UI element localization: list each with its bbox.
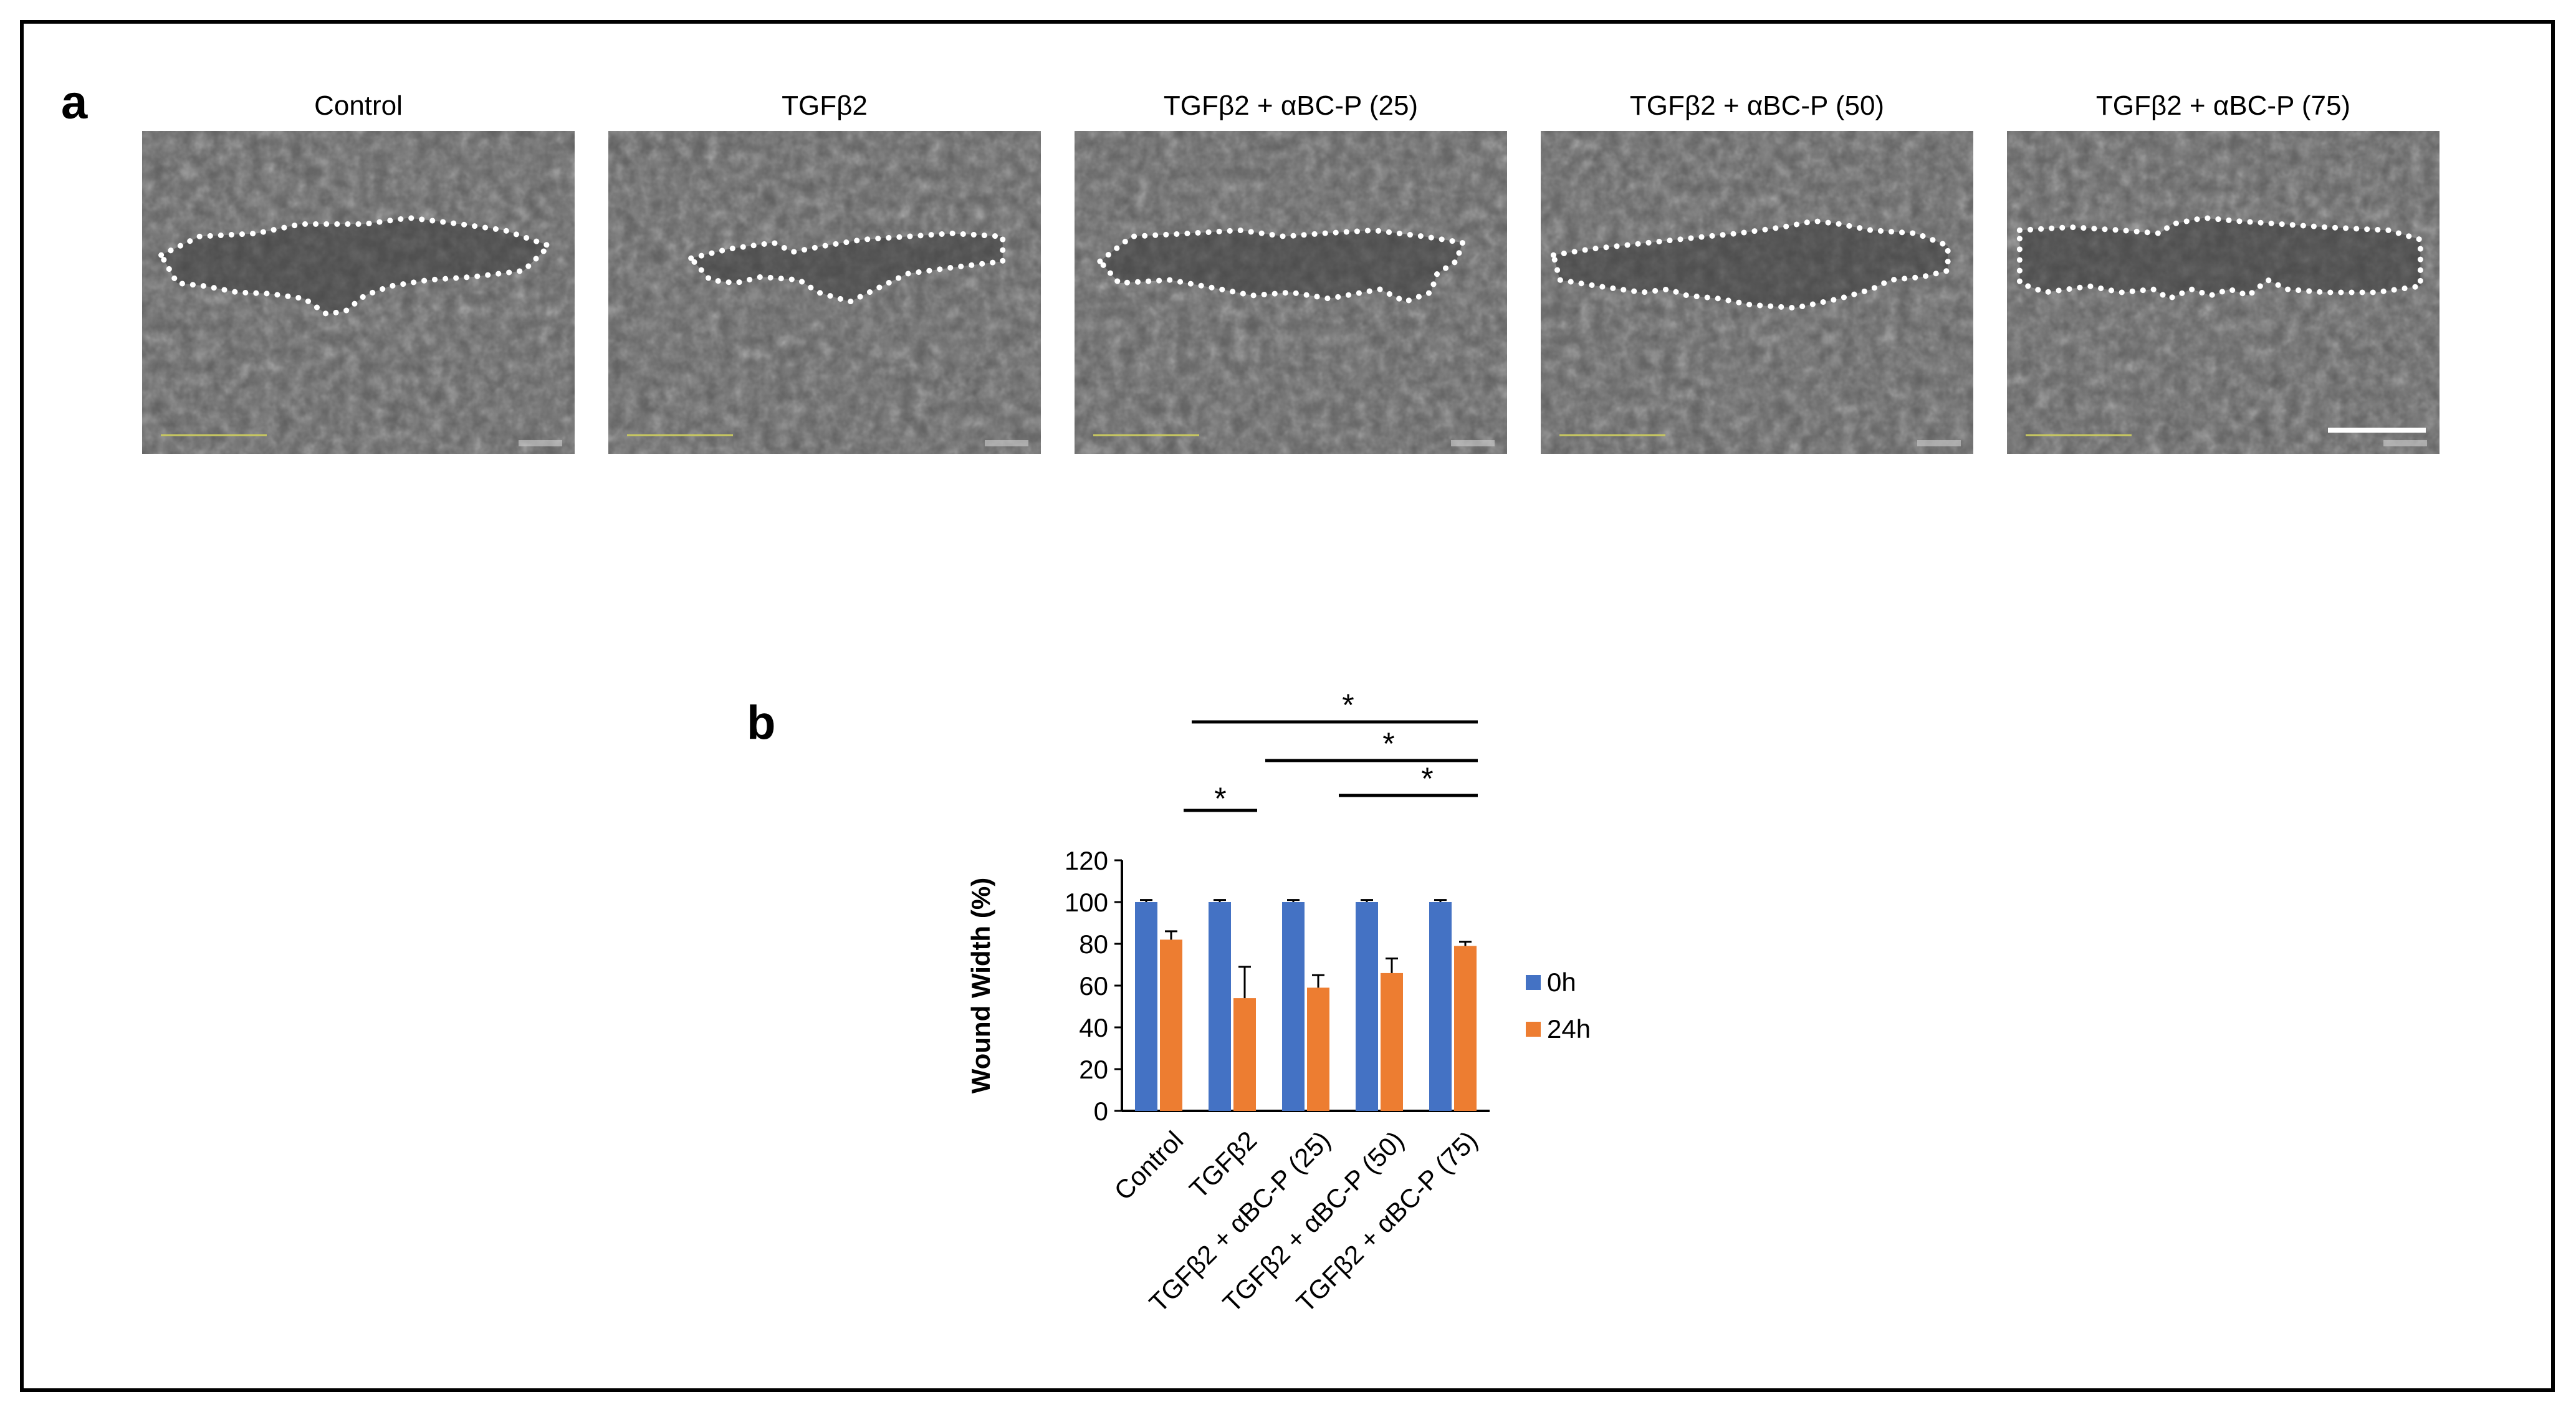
bar-0h bbox=[1209, 902, 1231, 1111]
wound-area bbox=[1553, 221, 1948, 308]
micrograph-panel: Control bbox=[142, 90, 575, 454]
significance-brackets: * * * * bbox=[1184, 688, 1478, 816]
y-tick-label: 20 bbox=[1079, 1055, 1108, 1084]
y-tick-label: 80 bbox=[1079, 929, 1108, 959]
significance-marker: * bbox=[1421, 761, 1433, 796]
timestamp-overlay bbox=[1917, 440, 1961, 446]
wound-area bbox=[161, 218, 550, 314]
bar-0h bbox=[1135, 902, 1157, 1111]
wound-area bbox=[691, 233, 1003, 302]
wound-area bbox=[2019, 218, 2421, 299]
bar-24h bbox=[1307, 987, 1329, 1111]
bar-24h bbox=[1454, 946, 1477, 1111]
panel-a-label: a bbox=[61, 76, 88, 129]
legend-label: 24h bbox=[1547, 1014, 1591, 1044]
significance-marker: * bbox=[1342, 688, 1354, 723]
micrograph-panel: TGFβ2 + αBC-P (25) bbox=[1075, 90, 1507, 454]
micrograph-title: TGFβ2 + αBC-P (50) bbox=[1630, 90, 1884, 121]
micrograph-title: Control bbox=[314, 90, 403, 121]
y-tick-label: 40 bbox=[1079, 1013, 1108, 1042]
bar-0h bbox=[1429, 902, 1452, 1111]
micrograph-title: TGFβ2 + αBC-P (75) bbox=[2096, 90, 2350, 121]
y-axis-label: Wound Width (%) bbox=[966, 878, 995, 1093]
wound-area bbox=[1099, 230, 1463, 302]
legend-swatch bbox=[1526, 975, 1541, 990]
wound-outline bbox=[1549, 218, 1951, 311]
bar-24h bbox=[1233, 998, 1256, 1111]
timestamp-overlay bbox=[985, 440, 1028, 446]
panel-b-label: b bbox=[747, 696, 775, 749]
wound-outline bbox=[157, 214, 555, 317]
micrograph-title: TGFβ2 + αBC-P (25) bbox=[1164, 90, 1418, 121]
bar-24h bbox=[1160, 939, 1182, 1111]
micrograph-panel: TGFβ2 bbox=[608, 90, 1041, 454]
wound-outline bbox=[1096, 227, 1467, 305]
y-tick-label: 120 bbox=[1065, 846, 1108, 875]
y-tick-label: 0 bbox=[1094, 1097, 1108, 1126]
x-tick-label: Control bbox=[1108, 1125, 1189, 1206]
wound-outline bbox=[2016, 214, 2423, 302]
bar-0h bbox=[1356, 902, 1378, 1111]
legend-swatch bbox=[1526, 1022, 1541, 1037]
y-tick-label: 60 bbox=[1079, 971, 1108, 1001]
y-tick-label: 100 bbox=[1065, 888, 1108, 917]
figure-frame bbox=[20, 20, 2555, 1392]
timestamp-overlay bbox=[519, 440, 562, 446]
timestamp-overlay bbox=[1451, 440, 1495, 446]
micrograph-panel: TGFβ2 + αBC-P (75) bbox=[2007, 90, 2440, 454]
chart-legend: 0h 24h bbox=[1526, 968, 1591, 1044]
micrograph-row: Control TGFβ2 TGFβ2 + αBC-P (25) TGFβ2 + αB… bbox=[142, 90, 2440, 454]
timestamp-overlay bbox=[2383, 440, 2427, 446]
significance-marker: * bbox=[1382, 726, 1394, 761]
legend-label: 0h bbox=[1547, 968, 1576, 997]
bar-0h bbox=[1282, 902, 1305, 1111]
micrograph-title: TGFβ2 bbox=[782, 90, 868, 121]
micrograph-panel: TGFβ2 + αBC-P (50) bbox=[1541, 90, 1973, 454]
bar-24h bbox=[1381, 973, 1403, 1111]
significance-marker: * bbox=[1214, 781, 1226, 816]
